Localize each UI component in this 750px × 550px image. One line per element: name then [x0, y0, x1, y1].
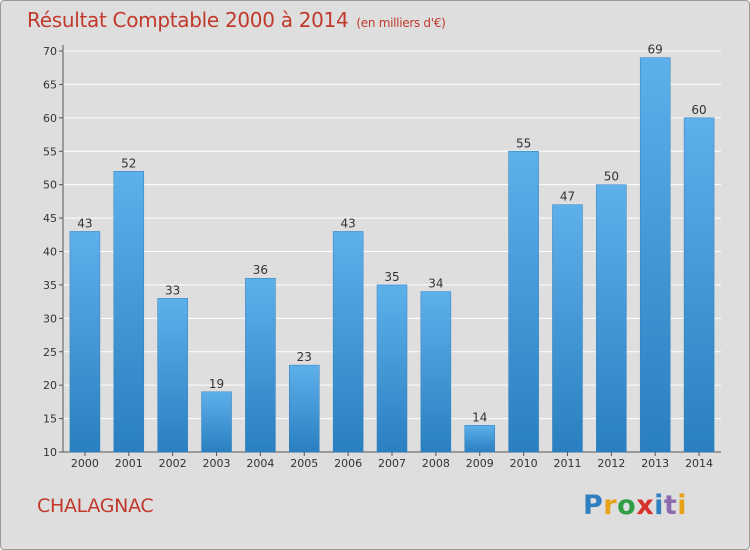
y-tick-label: 15 [43, 413, 57, 426]
bar-value-label: 36 [253, 263, 268, 277]
y-tick-label: 30 [43, 312, 57, 325]
y-tick-label: 25 [43, 346, 57, 359]
location-label: CHALAGNAC [37, 495, 154, 517]
chart-title-text: Résultat Comptable 2000 à 2014 [27, 8, 349, 32]
chart-subtitle: (en milliers d'€) [356, 16, 446, 30]
proxiti-logo: Proxiti [583, 490, 687, 521]
x-tick-label: 2006 [334, 457, 362, 470]
logo-letter: x [636, 490, 655, 521]
x-tick-label: 2003 [203, 457, 231, 470]
bar [464, 425, 495, 453]
logo-letter: P [583, 490, 604, 521]
bar [157, 298, 188, 453]
bar-value-label: 34 [428, 277, 443, 291]
x-tick-label: 2012 [597, 457, 625, 470]
bar [289, 364, 320, 453]
chart-title: Résultat Comptable 2000 à 2014 (en millie… [27, 8, 446, 32]
bar [245, 277, 276, 453]
x-tick-label: 2011 [553, 457, 581, 470]
y-tick-label: 45 [43, 212, 57, 225]
y-tick-label: 50 [43, 179, 57, 192]
bar-value-label: 35 [384, 270, 399, 284]
x-tick-label: 2010 [510, 457, 538, 470]
bar-value-label: 43 [77, 216, 92, 230]
bar-value-label: 50 [604, 170, 619, 184]
y-tick-label: 20 [43, 379, 57, 392]
bar-value-label: 14 [472, 410, 487, 424]
x-tick-label: 2013 [641, 457, 669, 470]
bar [376, 284, 408, 453]
x-tick-label: 2007 [378, 457, 406, 470]
bar [113, 171, 145, 453]
bar [683, 117, 715, 453]
bar-value-label: 69 [648, 43, 663, 57]
bar-value-label: 47 [560, 190, 575, 204]
bar-value-label: 43 [340, 216, 355, 230]
y-tick-label: 60 [43, 112, 57, 125]
logo-letter: o [617, 490, 637, 521]
x-tick-label: 2002 [159, 457, 187, 470]
bar-value-label: 55 [516, 136, 531, 150]
logo-letter: r [603, 490, 618, 521]
y-tick-label: 10 [43, 446, 57, 459]
x-tick-label: 2000 [71, 457, 99, 470]
bar [201, 391, 232, 453]
y-tick-label: 65 [43, 78, 57, 91]
bar [639, 57, 671, 453]
bar [596, 184, 627, 453]
bar [332, 231, 364, 453]
x-tick-label: 2001 [115, 457, 143, 470]
x-tick-label: 2005 [290, 457, 318, 470]
logo-letter: t [663, 490, 678, 521]
y-tick-label: 35 [43, 279, 57, 292]
logo-letter: i [654, 490, 664, 521]
x-tick-label: 2008 [422, 457, 450, 470]
bar-value-label: 23 [297, 350, 312, 364]
x-tick-label: 2004 [246, 457, 274, 470]
bar-value-label: 52 [121, 156, 136, 170]
bar [508, 151, 539, 453]
x-tick-label: 2009 [466, 457, 494, 470]
bar [69, 231, 101, 453]
logo-letter: i [677, 490, 688, 521]
bar [552, 204, 583, 453]
y-tick-label: 55 [43, 145, 57, 158]
y-tick-label: 70 [43, 45, 57, 58]
bar-value-label: 19 [209, 377, 224, 391]
bar-value-label: 33 [165, 283, 180, 297]
bar-value-label: 60 [691, 103, 706, 117]
y-tick-label: 40 [43, 246, 57, 259]
x-tick-label: 2014 [685, 457, 713, 470]
bar [420, 291, 452, 453]
